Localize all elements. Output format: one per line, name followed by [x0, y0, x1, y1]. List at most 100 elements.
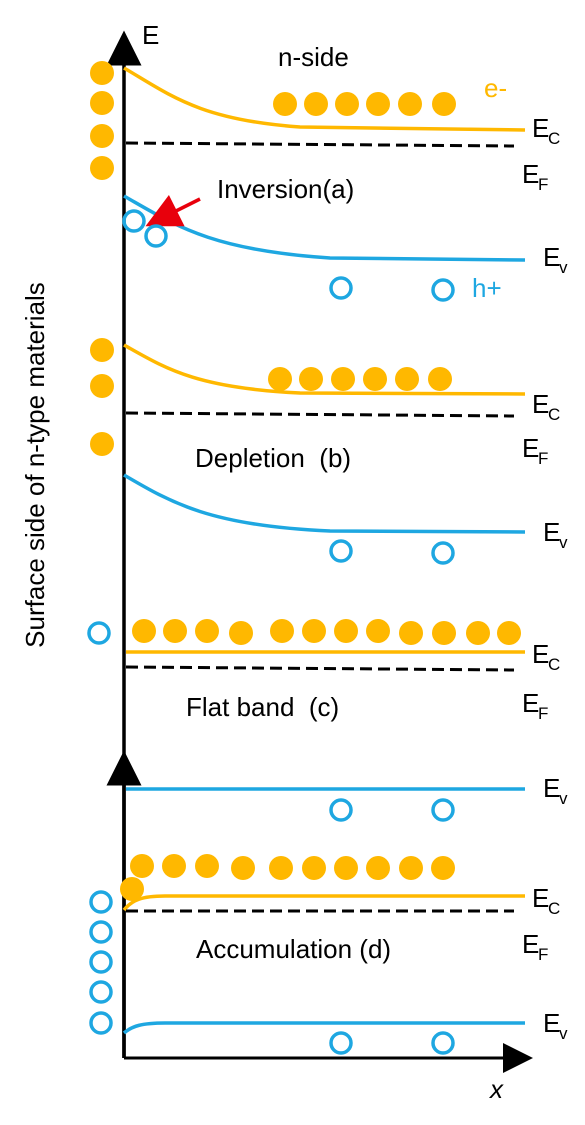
ev-label-d: E v [543, 1008, 568, 1043]
panel-title-accumulation: Accumulation (d) [196, 934, 391, 964]
svg-text:C: C [548, 655, 560, 674]
electron [399, 856, 423, 880]
ec-label-b: E C [532, 389, 560, 424]
conduction-band-a [123, 66, 526, 132]
svg-text:E: E [522, 929, 539, 959]
hole [144, 224, 168, 248]
electron [335, 92, 359, 116]
fermi-level-c [125, 665, 515, 672]
svg-text:E: E [522, 433, 539, 463]
electron [334, 619, 358, 643]
svg-text:E: E [522, 159, 539, 189]
svg-text:E: E [532, 639, 549, 669]
electron [162, 854, 186, 878]
ef-label-a: E F [522, 159, 548, 194]
electron [302, 619, 326, 643]
electron [90, 338, 114, 362]
panel-flat-band: Flat band (c) E C E F E v [87, 619, 568, 822]
ev-label-c: E v [543, 773, 568, 808]
conduction-band-b [123, 343, 526, 396]
svg-text:E: E [532, 389, 549, 419]
hole [431, 541, 455, 565]
hole [89, 980, 113, 1004]
svg-text:F: F [538, 175, 548, 194]
svg-text:F: F [538, 945, 548, 964]
svg-text:C: C [548, 899, 560, 918]
electron [229, 621, 253, 645]
panel-title-inversion: Inversion(a) [217, 174, 354, 204]
hole [431, 798, 455, 822]
side-label: Surface side of n-type materials [20, 282, 50, 648]
electron [398, 92, 422, 116]
panel-inversion: n-side e- Inversion(a) h+ E C E [90, 42, 568, 303]
electron [334, 856, 358, 880]
electron [395, 367, 419, 391]
electron [432, 92, 456, 116]
svg-text:v: v [559, 789, 568, 808]
svg-text:E: E [543, 773, 560, 803]
electron [231, 856, 255, 880]
panel-accumulation: Accumulation (d) E C E F E v [89, 854, 568, 1055]
svg-text:v: v [559, 258, 568, 277]
hole [89, 920, 113, 944]
ev-label-a: E v [543, 242, 568, 277]
electron [195, 854, 219, 878]
electron [163, 619, 187, 643]
ev-label-b: E v [543, 517, 568, 552]
electron [90, 124, 114, 148]
panel-title-depletion: Depletion (b) [195, 443, 351, 473]
svg-text:E: E [532, 113, 549, 143]
electron [268, 367, 292, 391]
ef-label-c: E F [522, 688, 548, 723]
electron [120, 877, 144, 901]
electron [269, 856, 293, 880]
svg-text:E: E [543, 1008, 560, 1038]
ec-label-a: E C [532, 113, 560, 148]
hole [89, 890, 113, 914]
electron [299, 367, 323, 391]
hole-pointer-arrow [145, 194, 201, 227]
electron [132, 619, 156, 643]
hole [122, 209, 146, 233]
x-axis-label: x [488, 1074, 504, 1104]
hole-legend: h+ [472, 273, 502, 303]
fermi-level-a [125, 141, 515, 148]
electron-legend: e- [484, 73, 507, 103]
electron [466, 621, 490, 645]
electron [497, 621, 521, 645]
svg-text:v: v [559, 1024, 568, 1043]
electron [90, 156, 114, 180]
svg-text:E: E [522, 688, 539, 718]
electron [366, 856, 390, 880]
hole [431, 278, 455, 302]
svg-text:F: F [538, 449, 548, 468]
svg-text:F: F [538, 704, 548, 723]
electron [195, 619, 219, 643]
electron [302, 856, 326, 880]
n-side-label: n-side [278, 42, 349, 72]
panel-depletion: Depletion (b) E C E F E v [90, 338, 568, 565]
electron [366, 92, 390, 116]
ec-label-d: E C [532, 883, 560, 918]
svg-text:E: E [532, 883, 549, 913]
svg-text:v: v [559, 533, 568, 552]
conduction-band-d [122, 894, 525, 912]
electron [431, 856, 455, 880]
electron [90, 91, 114, 115]
hole [431, 1031, 455, 1055]
electron [273, 92, 297, 116]
panel-title-flat-band: Flat band (c) [186, 692, 339, 722]
valence-band-b [123, 473, 526, 534]
ef-label-b: E F [522, 433, 548, 468]
fermi-level-b [125, 411, 515, 418]
hole [87, 621, 111, 645]
valence-band-d [122, 1021, 525, 1035]
electron [90, 374, 114, 398]
electron [432, 621, 456, 645]
svg-text:C: C [548, 129, 560, 148]
electron [428, 367, 452, 391]
hole [329, 1031, 353, 1055]
y-axis-label: E [142, 20, 159, 50]
valence-band-a [123, 194, 526, 262]
